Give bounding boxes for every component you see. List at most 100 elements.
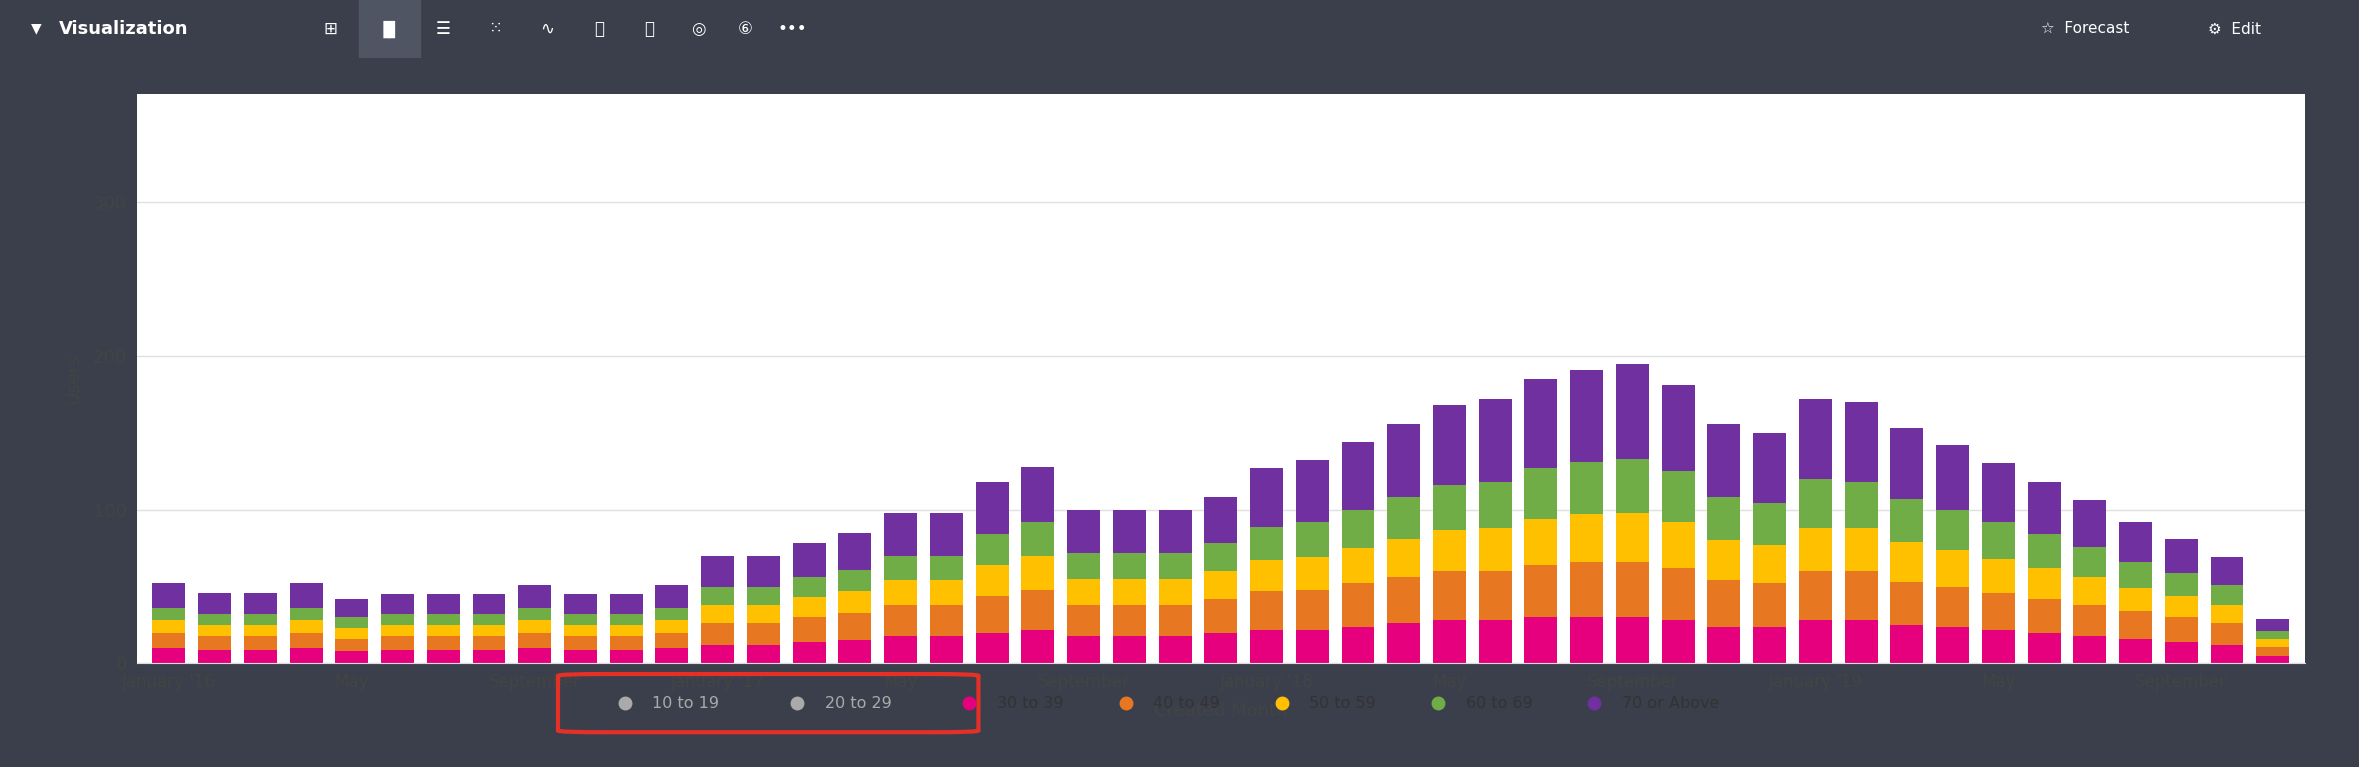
Bar [2166, 617, 2199, 642]
Bar [609, 650, 642, 663]
Bar [1661, 621, 1694, 663]
Bar [1890, 625, 1923, 663]
Bar [1800, 479, 1833, 528]
Bar [1845, 402, 1878, 482]
Bar [1800, 621, 1833, 663]
Bar [335, 628, 368, 639]
Text: ⏱: ⏱ [644, 20, 653, 38]
Bar [701, 556, 734, 587]
Bar [1661, 522, 1694, 568]
Text: 50 to 59: 50 to 59 [1309, 696, 1375, 711]
Bar [1066, 605, 1099, 636]
Bar [1616, 459, 1649, 512]
Bar [198, 593, 231, 614]
Text: •••: ••• [778, 20, 807, 38]
Text: ▐▌: ▐▌ [377, 20, 401, 38]
Bar [382, 594, 413, 614]
Bar [1890, 542, 1923, 582]
Bar [1295, 522, 1328, 558]
Bar [1708, 541, 1741, 581]
Bar [1342, 509, 1375, 548]
Bar [656, 608, 689, 621]
Bar [2210, 645, 2243, 663]
Bar [2166, 573, 2199, 596]
Bar [793, 642, 826, 663]
Bar [1479, 621, 1512, 663]
Bar [701, 624, 734, 645]
Bar [977, 565, 1010, 596]
Bar [1753, 584, 1786, 627]
Bar [1250, 527, 1283, 561]
Bar [1387, 578, 1420, 624]
Bar [1524, 468, 1557, 518]
Bar [1937, 445, 1970, 509]
Bar [2166, 642, 2199, 663]
Bar [1479, 399, 1512, 482]
Bar [1432, 571, 1465, 621]
Bar [2255, 639, 2288, 647]
X-axis label: Created Month: Created Month [1154, 703, 1288, 720]
Bar [2210, 585, 2243, 605]
Bar [2029, 568, 2059, 599]
Bar [1113, 636, 1146, 663]
Text: ◎: ◎ [691, 20, 705, 38]
Bar [2166, 596, 2199, 617]
Bar [1387, 539, 1420, 578]
Bar [472, 594, 505, 614]
Bar [1982, 463, 2015, 522]
Bar [2118, 562, 2151, 588]
Text: 40 to 49: 40 to 49 [1154, 696, 1220, 711]
Bar [1021, 630, 1054, 663]
Bar [2118, 611, 2151, 639]
Bar [1250, 591, 1283, 630]
Bar [427, 594, 460, 614]
Text: ⁙: ⁙ [488, 20, 502, 38]
Bar [1158, 605, 1191, 636]
Bar [1205, 633, 1236, 663]
Bar [656, 633, 689, 648]
Bar [1387, 423, 1420, 497]
Bar [1708, 497, 1741, 541]
Bar [1158, 509, 1191, 553]
Bar [1661, 385, 1694, 471]
Text: ☆  Forecast: ☆ Forecast [2041, 21, 2128, 36]
Bar [977, 633, 1010, 663]
Bar [1616, 364, 1649, 459]
Bar [472, 650, 505, 663]
Text: ⊞: ⊞ [323, 20, 337, 38]
Bar [1753, 433, 1786, 503]
Bar [1021, 556, 1054, 590]
Bar [2029, 633, 2059, 663]
Bar [1708, 423, 1741, 497]
Bar [243, 593, 276, 614]
Bar [2255, 631, 2288, 639]
Bar [1432, 621, 1465, 663]
Bar [1250, 468, 1283, 527]
Bar [1205, 599, 1236, 633]
Bar [977, 535, 1010, 565]
Bar [153, 608, 186, 621]
Bar [1524, 617, 1557, 663]
Bar [1205, 544, 1236, 571]
Bar [1845, 621, 1878, 663]
Bar [1021, 522, 1054, 556]
Bar [198, 636, 231, 650]
Bar [885, 512, 918, 556]
Bar [1066, 553, 1099, 579]
Text: 20 to 29: 20 to 29 [826, 696, 892, 711]
Y-axis label: Users: Users [64, 354, 83, 404]
Bar [1661, 568, 1694, 621]
Bar [1982, 522, 2015, 559]
Bar [1295, 558, 1328, 590]
Bar [1342, 584, 1375, 627]
Bar [1113, 509, 1146, 553]
Bar [1387, 497, 1420, 539]
Bar [290, 584, 323, 608]
Bar [1845, 571, 1878, 621]
Bar [1753, 545, 1786, 584]
Bar [656, 585, 689, 608]
Bar [2074, 578, 2107, 605]
Bar [335, 617, 368, 628]
Text: ⬛: ⬛ [594, 20, 604, 38]
Bar [793, 617, 826, 642]
